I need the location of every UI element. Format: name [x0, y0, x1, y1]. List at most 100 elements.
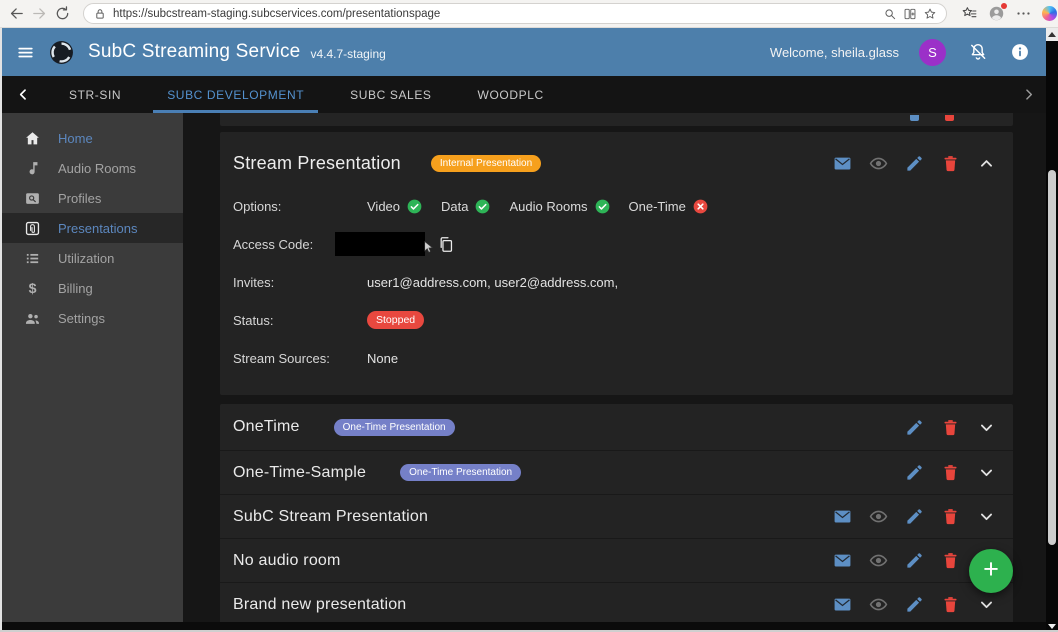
view-button[interactable]: [869, 595, 888, 614]
edit-button[interactable]: [905, 551, 924, 570]
trash-icon: [941, 595, 960, 614]
check-circle-icon: [595, 199, 610, 214]
expand-button[interactable]: [977, 595, 996, 614]
presentation-row-title: OneTime: [233, 418, 300, 435]
trash-icon: [941, 507, 960, 526]
edit-button[interactable]: [905, 463, 924, 482]
status-badge: Stopped: [367, 311, 425, 329]
copy-button[interactable]: [438, 236, 455, 253]
tab-subc-sales[interactable]: SUBC SALES: [327, 76, 454, 113]
more-menu-icon[interactable]: [1015, 5, 1032, 22]
forward-icon[interactable]: [31, 5, 48, 22]
mail-button[interactable]: [833, 507, 852, 526]
view-button[interactable]: [869, 551, 888, 570]
menu-icon[interactable]: [16, 43, 35, 62]
sidebar-item-label: Billing: [58, 280, 93, 296]
presentation-row-brand-new-presentation[interactable]: Brand new presentation: [220, 582, 1013, 622]
scrollbar-thumb[interactable]: [1048, 170, 1056, 545]
profile-icon[interactable]: [988, 3, 1007, 22]
edit-button[interactable]: [905, 154, 924, 173]
sidebar-item-home[interactable]: Home: [0, 123, 183, 153]
sidebar-item-utilization[interactable]: Utilization: [0, 243, 183, 273]
delete-button[interactable]: [941, 551, 960, 570]
collapse-button[interactable]: [977, 154, 996, 173]
address-bar[interactable]: https://subcstream-staging.subcservices.…: [83, 3, 947, 24]
edit-button[interactable]: [905, 418, 924, 437]
tab-woodplc[interactable]: WOODPLC: [455, 76, 567, 113]
sidebar-item-settings[interactable]: Settings: [0, 303, 183, 333]
chevron-left-icon[interactable]: [0, 76, 46, 113]
trash-icon[interactable]: [945, 115, 954, 121]
delete-button[interactable]: [941, 418, 960, 437]
split-screen-icon[interactable]: [903, 7, 917, 21]
mail-button[interactable]: [833, 595, 852, 614]
bell-off-icon[interactable]: [968, 42, 988, 62]
pencil-icon: [905, 418, 924, 437]
paperclip-box-icon: [24, 220, 41, 237]
sidebar-item-billing[interactable]: $ Billing: [0, 273, 183, 303]
lock-icon[interactable]: [93, 7, 107, 21]
expand-button[interactable]: [977, 463, 996, 482]
delete-button[interactable]: [941, 595, 960, 614]
copilot-icon[interactable]: [1042, 6, 1057, 21]
scrollbar[interactable]: [1046, 28, 1058, 632]
presentation-row-subc-stream-presentation[interactable]: SubC Stream Presentation: [220, 494, 1013, 538]
pencil-icon: [905, 463, 924, 482]
presentation-row-one-time-sample[interactable]: One-Time-Sample One-Time Presentation: [220, 450, 1013, 494]
scroll-up-arrow[interactable]: [1046, 28, 1058, 41]
collections-icon[interactable]: [961, 5, 978, 22]
mail-icon: [833, 507, 852, 526]
presentation-row-title: Brand new presentation: [233, 595, 407, 613]
option-label: One-Time: [628, 198, 686, 214]
pencil-icon: [905, 595, 924, 614]
presentation-type-badge: One-Time Presentation: [400, 464, 522, 481]
eye-icon: [869, 507, 888, 526]
user-avatar[interactable]: S: [919, 38, 946, 66]
magnifier-square-icon: [24, 190, 41, 207]
delete-button[interactable]: [941, 154, 960, 173]
edit-button[interactable]: [905, 595, 924, 614]
search-icon[interactable]: [883, 7, 897, 21]
back-icon[interactable]: [8, 5, 25, 22]
chevron-up-icon: [977, 154, 996, 173]
presentation-row-no-audio-room[interactable]: No audio room: [220, 538, 1013, 582]
sidebar-item-presentations[interactable]: Presentations: [0, 213, 183, 243]
info-icon[interactable]: [1010, 42, 1030, 62]
pencil-icon: [905, 507, 924, 526]
sidebar: Home Audio Rooms Profiles Presentations Util…: [0, 113, 183, 622]
welcome-text: Welcome, sheila.glass: [769, 44, 899, 60]
page-title: SubC Streaming Service: [88, 41, 301, 62]
refresh-icon[interactable]: [54, 5, 71, 22]
presentation-row-onetime[interactable]: OneTime One-Time Presentation: [220, 404, 1013, 450]
trash-icon: [941, 154, 960, 173]
scroll-down-arrow[interactable]: [1048, 624, 1056, 629]
list-icon: [24, 250, 41, 267]
chevron-right-icon[interactable]: [1012, 76, 1044, 113]
clipped-presentation-row: [220, 113, 1013, 126]
url-text[interactable]: https://subcstream-staging.subcservices.…: [113, 7, 441, 20]
pencil-icon: [905, 154, 924, 173]
delete-button[interactable]: [941, 507, 960, 526]
tab-subc-development[interactable]: SUBC DEVELOPMENT: [144, 76, 327, 113]
tab-str-sin[interactable]: STR-SIN: [46, 76, 144, 113]
tab-label: STR-SIN: [69, 87, 122, 102]
presentation-row-title: One-Time-Sample: [233, 463, 367, 481]
add-presentation-button[interactable]: +: [969, 549, 1013, 593]
expand-button[interactable]: [977, 507, 996, 526]
view-button[interactable]: [869, 507, 888, 526]
expand-button[interactable]: [977, 418, 996, 437]
window-bottom-edge: [0, 630, 1058, 632]
sidebar-item-audio-rooms[interactable]: Audio Rooms: [0, 153, 183, 183]
mail-button[interactable]: [833, 154, 852, 173]
edit-button[interactable]: [905, 507, 924, 526]
star-icon[interactable]: [923, 7, 937, 21]
mail-button[interactable]: [833, 551, 852, 570]
sidebar-item-profiles[interactable]: Profiles: [0, 183, 183, 213]
delete-button[interactable]: [941, 463, 960, 482]
view-button[interactable]: [869, 154, 888, 173]
check-circle-icon: [475, 199, 490, 214]
pencil-icon[interactable]: [910, 115, 919, 121]
eye-icon: [869, 154, 888, 173]
sidebar-item-label: Audio Rooms: [58, 160, 137, 176]
sidebar-item-label: Settings: [58, 310, 105, 326]
